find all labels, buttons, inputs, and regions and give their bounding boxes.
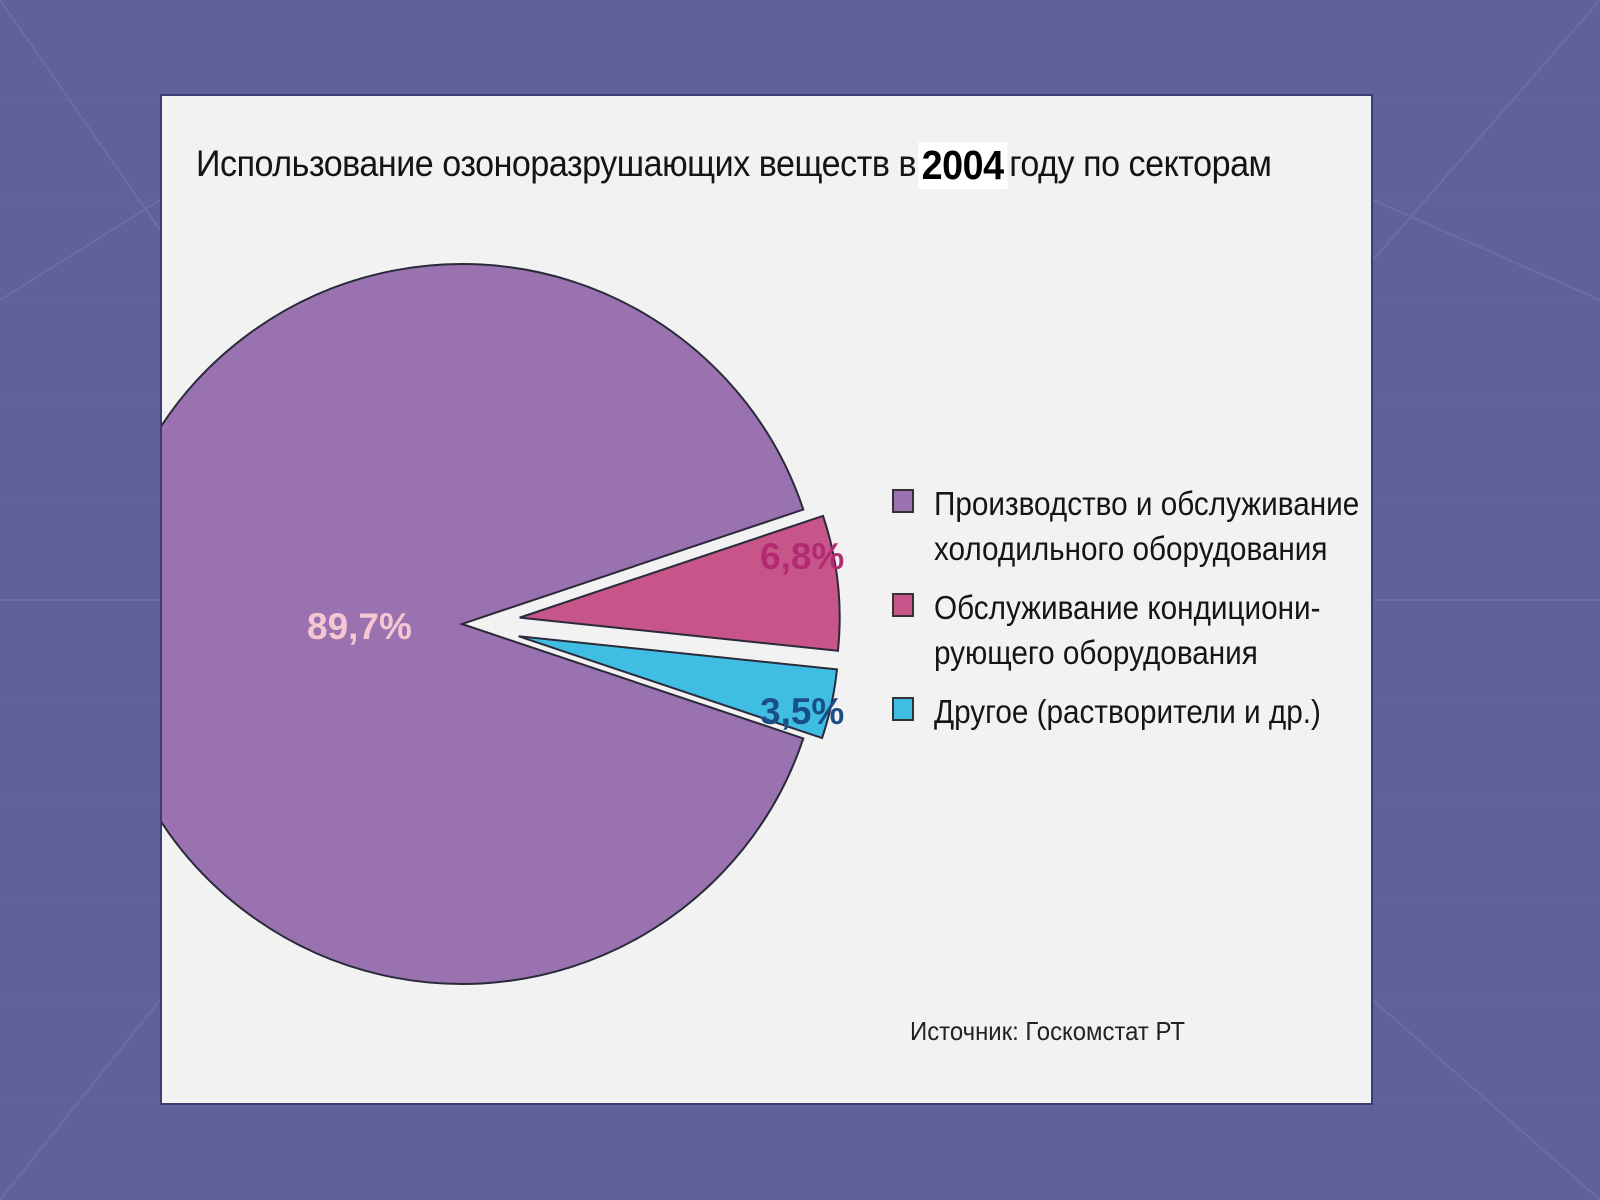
legend-label: Производство и обслуживание холодильного… bbox=[934, 485, 1360, 567]
legend-item-1: Производство и обслуживание холодильного… bbox=[892, 481, 1362, 571]
legend-item-2: Обслуживание кондициони- рующего оборудо… bbox=[892, 585, 1362, 675]
legend-item-3: Другое (растворители и др.) bbox=[892, 689, 1362, 734]
pie-slice-3 bbox=[518, 635, 839, 740]
chart-card: Использование озоноразрушающих веществ в… bbox=[160, 94, 1373, 1105]
slice-label-2: 6,8% bbox=[760, 536, 845, 577]
legend-label: Обслуживание кондициони- рующего оборудо… bbox=[934, 589, 1321, 671]
pie-slice-1 bbox=[162, 263, 805, 985]
chart-title-year: 2004 bbox=[917, 142, 1008, 189]
legend-swatch bbox=[892, 489, 914, 513]
chart-title: Использование озоноразрушающих веществ в… bbox=[196, 142, 1272, 189]
pie-slice-2 bbox=[519, 514, 841, 652]
legend-label: Другое (растворители и др.) bbox=[934, 693, 1321, 730]
legend-swatch bbox=[892, 593, 914, 617]
legend-swatch bbox=[892, 697, 914, 721]
chart-title-suffix: году по секторам bbox=[1009, 143, 1272, 184]
slice-label-3: 3,5% bbox=[760, 691, 845, 732]
pie-chart bbox=[162, 263, 841, 985]
slice-label-1: 89,7% bbox=[307, 606, 412, 647]
legend: Производство и обслуживание холодильного… bbox=[892, 481, 1362, 748]
source-note: Источник: Госкомстат РТ bbox=[910, 1016, 1186, 1046]
chart-title-prefix: Использование озоноразрушающих веществ в bbox=[196, 143, 917, 184]
